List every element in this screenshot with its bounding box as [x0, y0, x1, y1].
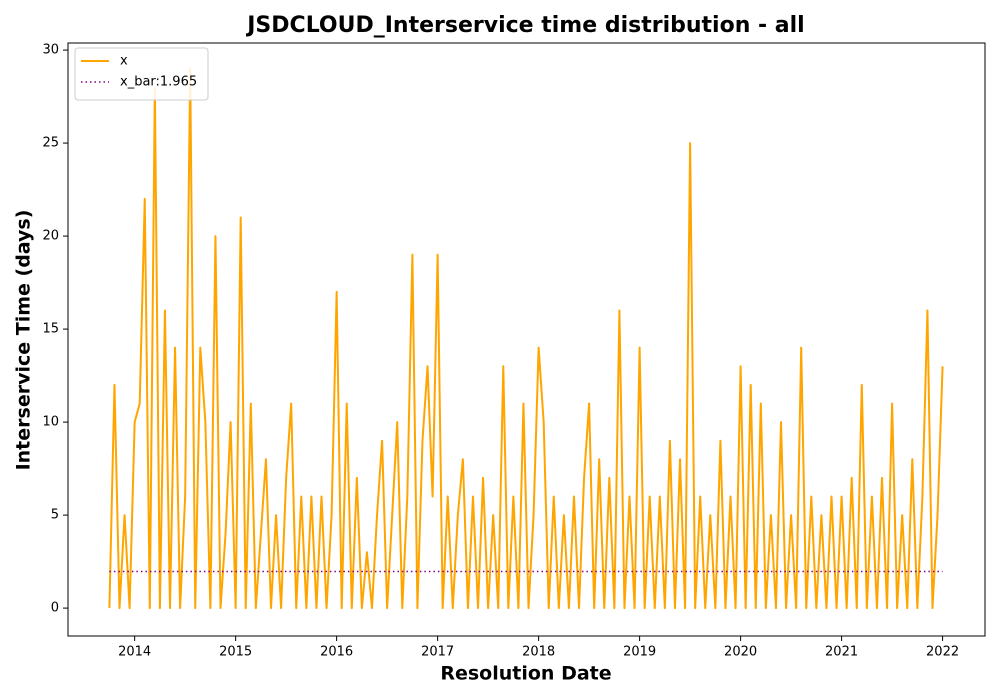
x-tick-label: 2019: [623, 645, 656, 660]
x-axis-label: Resolution Date: [440, 663, 611, 685]
x-tick-label: 2016: [320, 645, 353, 660]
y-tick-label: 15: [42, 322, 59, 337]
y-tick-label: 5: [51, 508, 59, 523]
line-series: [108, 67, 944, 610]
x-tick-label: 2020: [724, 645, 757, 660]
x-tick-label: 2015: [219, 645, 252, 660]
x-tick-label: 2022: [926, 645, 959, 660]
chart-title: JSDCLOUD_Interservice time distribution …: [245, 13, 804, 38]
legend-label: x_bar:1.965: [120, 75, 197, 90]
plot-area: [108, 67, 944, 610]
y-tick-label: 20: [42, 229, 59, 244]
x-tick-label: 2018: [522, 645, 555, 660]
y-tick-label: 25: [42, 136, 59, 151]
x-tick-label: 2017: [421, 645, 454, 660]
y-axis-label: Interservice Time (days): [13, 210, 35, 471]
axes-frame: [67, 42, 986, 637]
y-tick-label: 30: [42, 43, 59, 58]
x-tick-label: 2021: [825, 645, 858, 660]
x-tick-label: 2014: [118, 645, 151, 660]
y-tick-label: 0: [51, 601, 59, 616]
y-tick-label: 10: [42, 415, 59, 430]
legend-label: x: [120, 54, 128, 69]
